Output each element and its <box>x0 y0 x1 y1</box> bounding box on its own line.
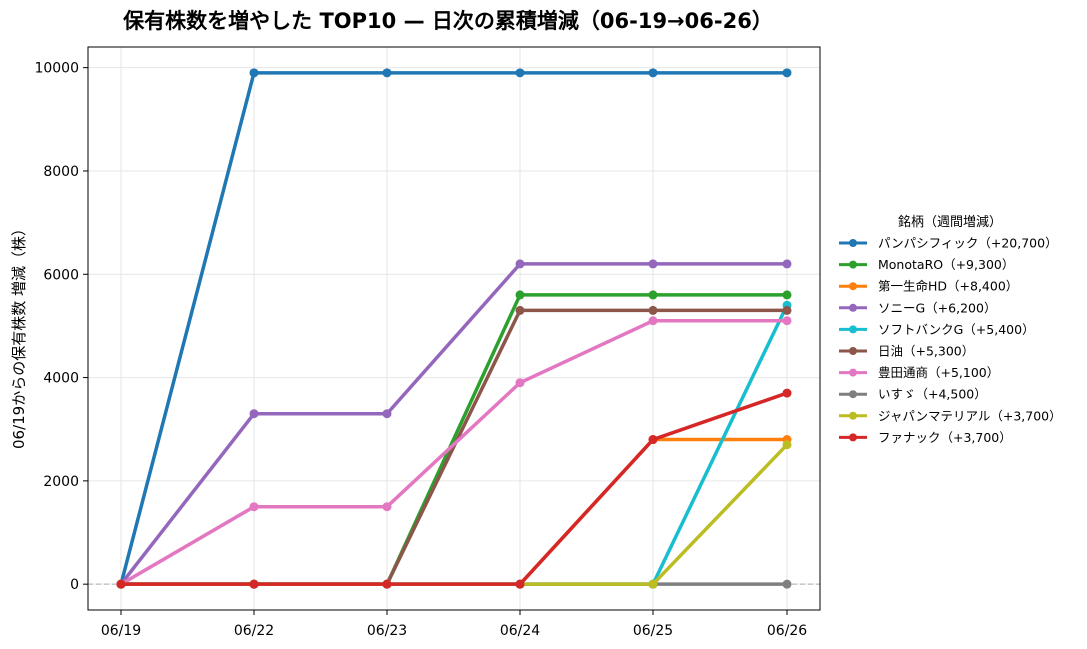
y-tick-label: 2000 <box>43 474 79 490</box>
series-line <box>119 71 789 586</box>
legend-item: 日油（+5,300） <box>839 344 974 359</box>
data-point <box>249 409 259 419</box>
series-9 <box>116 388 792 589</box>
x-tick-label: 06/24 <box>500 623 540 639</box>
series-line <box>119 391 789 586</box>
data-point <box>782 316 792 326</box>
legend-marker <box>849 347 857 355</box>
legend-marker <box>849 411 857 420</box>
legend-marker <box>849 368 857 377</box>
legend: 銘柄（週間増減） パンパシフィック（+20,700） MonotaRO（+9,30… <box>839 214 1062 445</box>
legend-item: ジャパンマテリアル（+3,700） <box>839 408 1062 423</box>
data-point <box>515 290 525 300</box>
data-point <box>648 259 658 269</box>
series-lines <box>116 68 792 589</box>
x-tick-label: 06/26 <box>767 623 807 639</box>
legend-item: いすゞ（+4,500） <box>839 387 987 402</box>
data-point <box>648 305 658 315</box>
data-point <box>648 579 658 589</box>
data-point <box>382 502 392 512</box>
legend-marker <box>849 282 857 291</box>
data-point <box>515 305 525 315</box>
y-axis: 0 2000 4000 6000 8000 10000 <box>34 61 88 593</box>
series-line <box>119 262 789 586</box>
legend-marker <box>849 390 857 399</box>
data-point <box>648 68 658 78</box>
data-point <box>648 316 658 326</box>
data-point <box>782 388 792 398</box>
chart-title: 保有株数を増やした TOP10 — 日次の累積増減（06-19→06-26） <box>122 9 773 33</box>
data-point <box>648 435 658 445</box>
legend-label: パンパシフィック（+20,700） <box>878 236 1058 251</box>
legend-label: MonotaRO（+9,300） <box>878 257 1014 272</box>
y-tick-label: 8000 <box>43 164 79 180</box>
legend-item: ソフトバンクG（+5,400） <box>839 322 1035 337</box>
legend-title: 銘柄（週間増減） <box>898 214 1002 230</box>
legend-label: 豊田通商（+5,100） <box>878 365 999 380</box>
legend-label: いすゞ（+4,500） <box>878 387 987 402</box>
x-axis: 06/19 06/22 06/23 06/24 06/25 06/26 <box>101 610 807 639</box>
legend-marker <box>849 433 857 442</box>
y-tick-label: 4000 <box>43 371 79 387</box>
data-point <box>249 68 259 78</box>
x-tick-label: 06/25 <box>633 623 673 639</box>
data-point <box>382 68 392 78</box>
data-point <box>515 259 525 269</box>
x-tick-label: 06/22 <box>234 623 274 639</box>
data-point <box>116 579 126 589</box>
legend-label: 日油（+5,300） <box>878 344 974 359</box>
data-point <box>249 502 259 512</box>
series-line <box>119 319 789 586</box>
data-point <box>782 440 792 450</box>
legend-marker <box>849 239 857 247</box>
x-tick-label: 06/19 <box>101 623 141 639</box>
legend-label: ソフトバンクG（+5,400） <box>878 322 1035 337</box>
legend-item: ファナック（+3,700） <box>839 430 1012 445</box>
data-point <box>382 409 392 419</box>
data-point <box>782 259 792 269</box>
y-tick-label: 6000 <box>43 267 79 283</box>
legend-label: ファナック（+3,700） <box>878 430 1012 445</box>
legend-marker <box>849 325 857 334</box>
legend-marker <box>849 260 857 269</box>
y-axis-label: 06/19からの保有株数 増減（株） <box>10 221 28 449</box>
legend-label: ジャパンマテリアル（+3,700） <box>878 408 1062 423</box>
legend-item: パンパシフィック（+20,700） <box>839 236 1058 251</box>
data-point <box>515 68 525 78</box>
y-tick-label: 0 <box>70 577 79 593</box>
data-point <box>782 290 792 300</box>
data-point <box>648 290 658 300</box>
legend-item: 第一生命HD（+8,400） <box>839 279 1018 294</box>
plot-frame <box>87 46 821 611</box>
legend-label: 第一生命HD（+8,400） <box>878 279 1018 294</box>
data-point <box>515 378 525 388</box>
data-point <box>782 68 792 78</box>
legend-item: 豊田通商（+5,100） <box>839 365 999 380</box>
series-line <box>119 308 789 586</box>
legend-label: ソニーG（+6,200） <box>878 300 996 315</box>
legend-marker <box>849 303 857 312</box>
data-point <box>515 579 525 589</box>
data-point <box>249 579 259 589</box>
series-6 <box>116 316 792 589</box>
data-point <box>782 579 792 589</box>
x-tick-label: 06/23 <box>367 623 407 639</box>
legend-item: MonotaRO（+9,300） <box>839 257 1014 272</box>
data-point <box>782 305 792 315</box>
legend-item: ソニーG（+6,200） <box>839 300 996 315</box>
y-tick-label: 10000 <box>34 61 79 77</box>
data-point <box>382 579 392 589</box>
